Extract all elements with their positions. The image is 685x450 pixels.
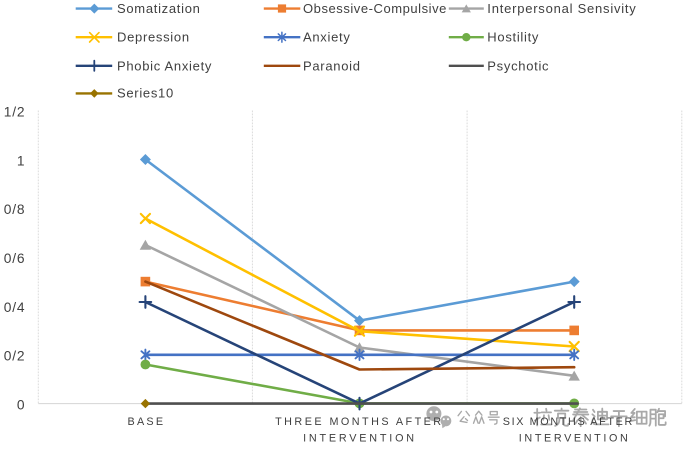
svg-text:THREE MONTHS AFTER: THREE MONTHS AFTER [275, 416, 441, 428]
svg-text:Anxiety: Anxiety [303, 30, 351, 45]
svg-text:Somatization: Somatization [117, 1, 201, 16]
svg-text:SIX MONTHS AFTER: SIX MONTHS AFTER [503, 416, 633, 428]
svg-text:Phobic Anxiety: Phobic Anxiety [117, 58, 212, 73]
svg-text:0: 0 [17, 398, 25, 413]
svg-text:INTERVENTION: INTERVENTION [519, 432, 628, 444]
svg-text:Paranoid: Paranoid [303, 58, 361, 73]
svg-text:0/2: 0/2 [4, 349, 25, 364]
svg-text:0/6: 0/6 [4, 251, 25, 266]
svg-text:Interpersonal Sensivity: Interpersonal Sensivity [487, 1, 636, 16]
svg-text:Hostility: Hostility [487, 30, 539, 45]
svg-text:INTERVENTION: INTERVENTION [303, 432, 414, 444]
svg-text:Psychotic: Psychotic [487, 58, 549, 73]
svg-text:Depression: Depression [117, 30, 190, 45]
svg-text:0/4: 0/4 [4, 300, 25, 315]
svg-text:Obsessive-Compulsive: Obsessive-Compulsive [303, 1, 447, 16]
svg-text:1/2: 1/2 [4, 105, 25, 120]
svg-text:0/8: 0/8 [4, 202, 25, 217]
svg-text:Series10: Series10 [117, 86, 174, 101]
svg-text:1: 1 [17, 153, 25, 168]
